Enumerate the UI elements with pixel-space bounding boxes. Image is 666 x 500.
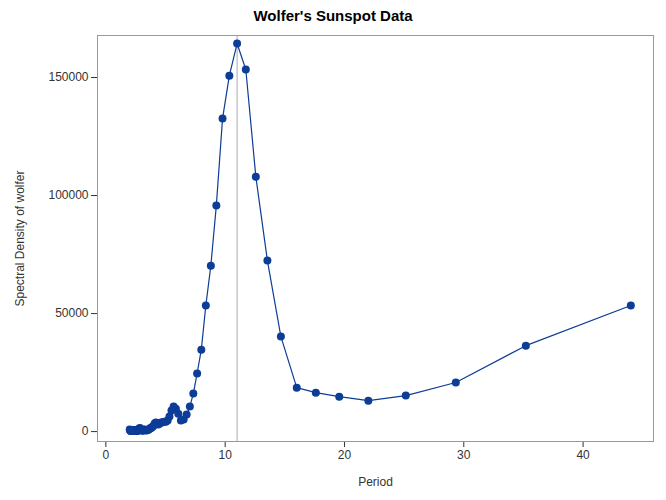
svg-text:50000: 50000: [55, 306, 89, 320]
svg-text:100000: 100000: [48, 188, 88, 202]
svg-text:40: 40: [576, 448, 590, 462]
html-text:Wolfer's Sunspot Data: Wolfer's Sunspot Data: [253, 7, 413, 24]
svg-text:10: 10: [218, 448, 232, 462]
svg-text:Period: Period: [358, 475, 393, 489]
svg-text:20: 20: [338, 448, 352, 462]
svg-text:150000: 150000: [48, 70, 88, 84]
svg-text:Spectral Density of wolfer: Spectral Density of wolfer: [13, 170, 27, 306]
svg-text:0: 0: [82, 424, 89, 438]
svg-text:0: 0: [103, 448, 110, 462]
svg-text:30: 30: [457, 448, 471, 462]
